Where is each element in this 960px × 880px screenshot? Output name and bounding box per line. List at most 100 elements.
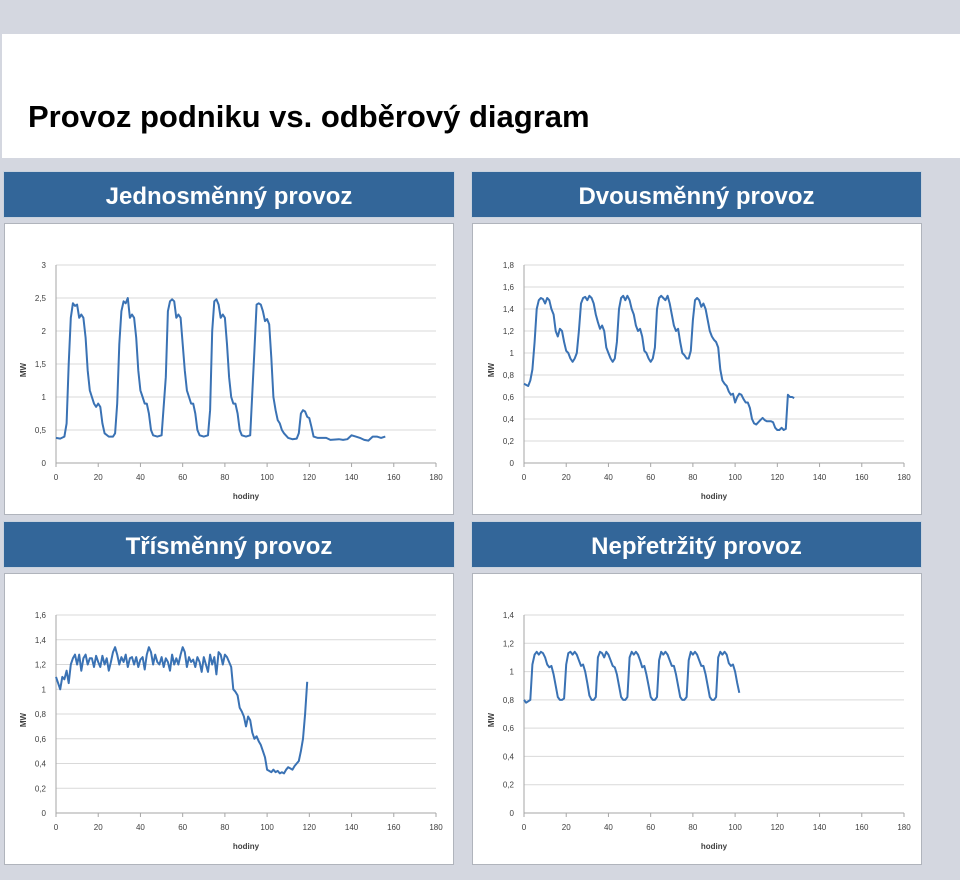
y-tick-label: 1,4 — [503, 611, 515, 620]
y-tick-label: 1,4 — [35, 636, 47, 645]
x-tick-label: 60 — [646, 823, 655, 832]
x-tick-label: 0 — [522, 473, 527, 482]
y-axis-label: MW — [487, 362, 496, 377]
panel-header-nepretrzity: Nepřetržitý provoz — [471, 521, 922, 568]
y-tick-label: 0,8 — [35, 710, 47, 719]
x-tick-label: 160 — [855, 473, 869, 482]
y-tick-label: 0 — [510, 809, 515, 818]
x-tick-label: 20 — [94, 823, 103, 832]
y-axis-label: MW — [19, 712, 28, 727]
chart-svg: 0 0,2 0,4 0,6 0,8 1 1,2 1,4 0 20 40 60 80 100 120 140 16… — [487, 611, 911, 851]
x-tick-label: 160 — [387, 473, 401, 482]
y-tick-label: 1 — [510, 349, 515, 358]
x-tick-label: 0 — [54, 823, 59, 832]
x-tick-label: 100 — [260, 823, 274, 832]
x-tick-label: 160 — [387, 823, 401, 832]
chart-trismenny: 0 0,2 0,4 0,6 0,8 1 1,2 1,4 1,6 0 20 40 60 80 100 120 14… — [4, 573, 454, 865]
y-tick-label: 1,6 — [35, 611, 47, 620]
y-tick-label: 1,2 — [35, 661, 47, 670]
y-tick-label: 0,6 — [35, 735, 47, 744]
y-tick-label: 0,2 — [35, 784, 47, 793]
y-tick-label: 0,6 — [503, 724, 515, 733]
x-tick-label: 180 — [897, 473, 911, 482]
panel-header-trismenny: Třísměnný provoz — [3, 521, 455, 568]
y-tick-label: 2 — [42, 327, 47, 336]
y-tick-label: 0,2 — [503, 437, 515, 446]
y-tick-label: 1,6 — [503, 283, 515, 292]
x-tick-label: 140 — [345, 823, 359, 832]
x-tick-label: 180 — [897, 823, 911, 832]
x-tick-label: 0 — [54, 473, 59, 482]
x-tick-label: 140 — [345, 473, 359, 482]
y-tick-label: 0 — [42, 809, 47, 818]
x-tick-label: 20 — [94, 473, 103, 482]
chart-svg: 0 0,2 0,4 0,6 0,8 1 1,2 1,4 1,6 0 20 40 60 80 100 120 14… — [19, 611, 443, 851]
chart-jednosmenny: 0 0,5 1 1,5 2 2,5 3 0 20 40 60 80 100 120 140 160 180 hod… — [4, 223, 454, 515]
chart-dvousmenny: 0 0,2 0,4 0,6 0,8 1 1,2 1,4 1,6 1,8 0 20 40 60 80 100 12… — [472, 223, 922, 515]
x-tick-label: 40 — [604, 823, 613, 832]
x-tick-label: 80 — [220, 473, 229, 482]
panel-header-dvousmenny: Dvousměnný provoz — [471, 171, 922, 218]
y-tick-label: 1,2 — [503, 639, 515, 648]
x-axis-label: hodiny — [701, 492, 728, 501]
y-tick-label: 1,2 — [503, 327, 515, 336]
x-tick-label: 80 — [688, 473, 697, 482]
x-tick-label: 160 — [855, 823, 869, 832]
y-axis-label: MW — [19, 362, 28, 377]
x-tick-label: 80 — [688, 823, 697, 832]
y-tick-label: 1 — [42, 393, 47, 402]
y-tick-label: 1,4 — [503, 305, 515, 314]
x-axis-label: hodiny — [233, 842, 260, 851]
x-tick-label: 40 — [136, 823, 145, 832]
x-tick-label: 140 — [813, 473, 827, 482]
x-tick-label: 120 — [771, 823, 785, 832]
y-tick-label: 0,6 — [503, 393, 515, 402]
y-tick-label: 2,5 — [35, 294, 47, 303]
y-tick-label: 1 — [510, 668, 515, 677]
y-tick-label: 0,4 — [35, 760, 47, 769]
series-line — [523, 650, 741, 704]
x-tick-label: 40 — [604, 473, 613, 482]
x-axis-label: hodiny — [701, 842, 728, 851]
series-line — [523, 294, 795, 431]
x-tick-label: 120 — [303, 473, 317, 482]
y-tick-label: 0,5 — [35, 426, 47, 435]
x-tick-label: 20 — [562, 823, 571, 832]
page-title: Provoz podniku vs. odběrový diagram — [28, 99, 590, 134]
x-tick-label: 180 — [429, 473, 443, 482]
y-tick-label: 3 — [42, 261, 47, 270]
x-tick-label: 20 — [562, 473, 571, 482]
x-tick-label: 40 — [136, 473, 145, 482]
x-tick-label: 180 — [429, 823, 443, 832]
y-tick-label: 0,8 — [503, 371, 515, 380]
x-axis-label: hodiny — [233, 492, 260, 501]
y-tick-label: 1,8 — [503, 261, 515, 270]
y-tick-label: 0,8 — [503, 696, 515, 705]
x-tick-label: 60 — [178, 823, 187, 832]
x-tick-label: 120 — [771, 473, 785, 482]
panel-header-jednosmenny: Jednosměnný provoz — [3, 171, 455, 218]
y-tick-label: 1,5 — [35, 360, 47, 369]
x-tick-label: 80 — [220, 823, 229, 832]
x-tick-label: 100 — [728, 473, 742, 482]
y-tick-label: 0,2 — [503, 781, 515, 790]
chart-svg: 0 0,2 0,4 0,6 0,8 1 1,2 1,4 1,6 1,8 0 20 40 60 80 100 12… — [487, 261, 911, 501]
chart-svg: 0 0,5 1 1,5 2 2,5 3 0 20 40 60 80 100 120 140 160 180 hod… — [19, 261, 443, 501]
x-tick-label: 60 — [646, 473, 655, 482]
x-tick-label: 100 — [728, 823, 742, 832]
y-tick-label: 0,4 — [503, 415, 515, 424]
x-tick-label: 100 — [260, 473, 274, 482]
y-tick-label: 0,4 — [503, 752, 515, 761]
x-tick-label: 60 — [178, 473, 187, 482]
chart-nepretrzity: 0 0,2 0,4 0,6 0,8 1 1,2 1,4 0 20 40 60 80 100 120 140 16… — [472, 573, 922, 865]
title-area — [2, 34, 960, 158]
y-tick-label: 0 — [510, 459, 515, 468]
x-tick-label: 120 — [303, 823, 317, 832]
series-line — [55, 646, 309, 775]
y-axis-label: MW — [487, 712, 496, 727]
y-tick-label: 1 — [42, 685, 47, 694]
series-line — [55, 297, 386, 442]
x-tick-label: 0 — [522, 823, 527, 832]
y-tick-label: 0 — [42, 459, 47, 468]
x-tick-label: 140 — [813, 823, 827, 832]
